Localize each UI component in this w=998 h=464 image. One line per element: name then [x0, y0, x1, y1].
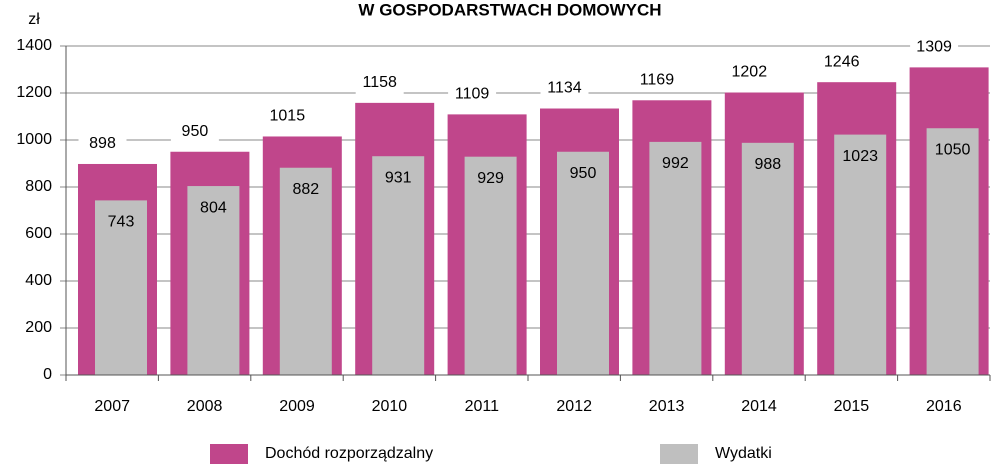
- data-label: 1134: [547, 80, 582, 97]
- data-label: 898: [89, 135, 116, 152]
- x-tick-label: 2009: [279, 398, 315, 415]
- data-label: 992: [662, 155, 689, 172]
- x-tick-label: 2010: [372, 398, 408, 415]
- x-tick-label: 2013: [649, 398, 685, 415]
- label-background: [448, 83, 497, 106]
- data-label: 1169: [640, 72, 675, 89]
- data-label: 1109: [455, 86, 490, 103]
- bar: [557, 151, 609, 375]
- data-label: 743: [108, 214, 135, 231]
- label-background: [540, 77, 589, 100]
- legend-swatch: [210, 444, 248, 464]
- y-axis-label: zł: [28, 11, 40, 28]
- y-tick-label: 1000: [16, 131, 52, 148]
- bar: [649, 141, 702, 375]
- data-label: 931: [385, 169, 412, 186]
- label-background: [632, 69, 681, 92]
- y-tick-label: 0: [43, 366, 52, 383]
- bar: [95, 200, 147, 375]
- x-tick-label: 2008: [187, 398, 223, 415]
- bar: [834, 134, 887, 375]
- label-background: [78, 132, 127, 155]
- data-label: 1246: [824, 53, 860, 70]
- data-label: 929: [477, 170, 504, 187]
- data-label: 1015: [270, 108, 306, 125]
- data-label: 804: [200, 199, 227, 216]
- label-background: [355, 71, 404, 94]
- data-label: 950: [570, 165, 597, 182]
- label-background: [263, 105, 312, 128]
- data-label: 950: [182, 123, 209, 140]
- bar: [372, 156, 425, 375]
- y-tick-label: 1200: [16, 84, 52, 101]
- y-tick-label: 400: [25, 272, 52, 289]
- bar: [464, 156, 517, 375]
- bar: [741, 142, 794, 375]
- x-tick-label: 2015: [834, 398, 870, 415]
- legend-label: Wydatki: [715, 445, 772, 462]
- label-background: [817, 51, 866, 74]
- y-tick-label: 1400: [16, 37, 52, 54]
- legend-label: Dochód rozporządzalny: [265, 445, 433, 462]
- legend-swatch: [660, 444, 698, 464]
- data-label: 1309: [916, 39, 952, 56]
- label-background: [725, 61, 774, 84]
- x-tick-label: 2011: [465, 398, 500, 415]
- data-label: 988: [754, 156, 781, 173]
- bar: [187, 186, 240, 375]
- label-background: [910, 36, 959, 59]
- data-label: 882: [292, 181, 319, 198]
- chart-title: W GOSPODARSTWACH DOMOWYCH: [358, 0, 661, 19]
- x-tick-label: 2014: [741, 398, 777, 415]
- bar: [926, 128, 979, 375]
- x-tick-label: 2007: [94, 398, 130, 415]
- data-label: 1023: [842, 148, 878, 165]
- data-label: 1158: [362, 74, 397, 91]
- x-tick-label: 2012: [556, 398, 592, 415]
- y-tick-label: 600: [25, 225, 52, 242]
- x-tick-label: 2016: [926, 398, 962, 415]
- bar: [279, 167, 332, 375]
- data-label: 1202: [732, 64, 768, 81]
- data-label: 1050: [935, 141, 971, 158]
- y-tick-label: 200: [25, 319, 52, 336]
- y-tick-label: 800: [25, 178, 52, 195]
- label-background: [170, 120, 219, 143]
